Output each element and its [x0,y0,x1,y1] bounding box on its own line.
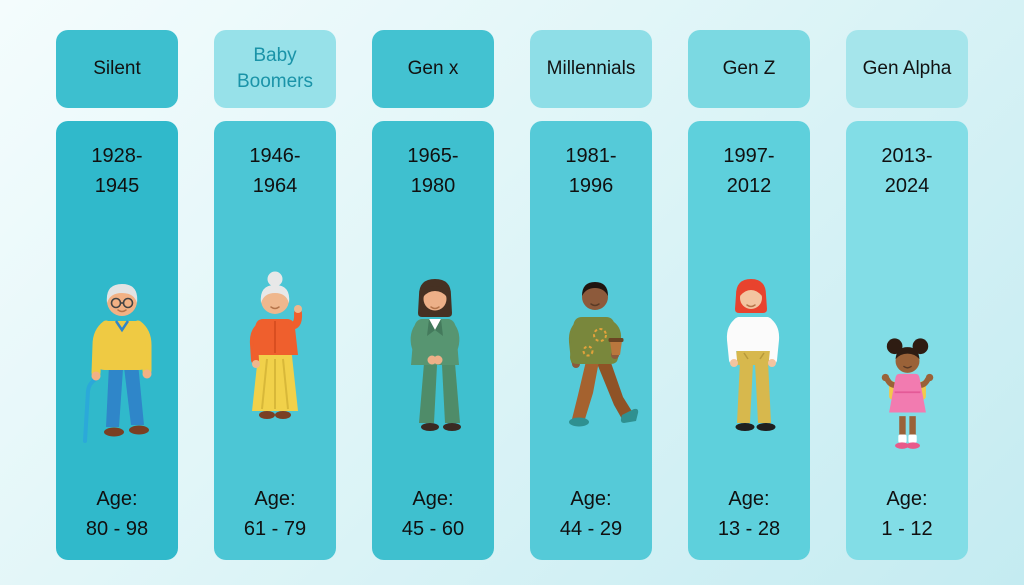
year-range-top: 1981- [565,145,617,167]
age-range: Age: 1 - 12 [881,484,932,544]
generation-name-card: Millennials [530,30,652,108]
column-silent: Silent 1928- 1945 [56,30,178,560]
young-girl-shrugging-illustration [852,201,962,474]
age-label: Age: [886,488,928,510]
generation-name: Gen x [407,58,459,80]
column-gen-alpha: Gen Alpha 2013- 2024 [846,30,968,560]
generation-detail-card: 1997- 2012 [688,121,810,560]
generation-detail-card: 1946- 1964 [214,121,336,560]
generation-detail-card: 1928- 1945 [56,121,178,560]
age-values: 1 - 12 [881,518,933,540]
column-millennials: Millennials 1981- 1996 [530,30,652,560]
woman-with-red-hair-illustration [694,201,804,474]
age-values: 61 - 79 [243,518,307,540]
year-range-top: 2013- [881,145,933,167]
generation-detail-card: 2013- 2024 [846,121,968,560]
generation-detail-card: 1981- 1996 [530,121,652,560]
generation-name: Gen Z [722,58,776,80]
age-range: Age: 45 - 60 [402,484,464,544]
year-range: 1928- 1945 [91,141,142,201]
year-range-bottom: 1945 [94,175,140,197]
age-range: Age: 13 - 28 [718,484,780,544]
generation-name-card: Baby Boomers [214,30,336,108]
generation-name-card: Silent [56,30,178,108]
year-range: 1965- 1980 [407,141,458,201]
column-gen-x: Gen x 1965- 1980 [372,30,494,560]
year-range-bottom: 1964 [252,175,298,197]
column-gen-z: Gen Z 1997- 2012 [688,30,810,560]
column-baby-boomers: Baby Boomers 1946- 1964 [214,30,336,560]
age-label: Age: [254,488,296,510]
year-range: 1981- 1996 [565,141,616,201]
age-values: 13 - 28 [717,518,781,540]
age-range: Age: 80 - 98 [86,484,148,544]
age-values: 45 - 60 [401,518,465,540]
elderly-man-with-cane-illustration [62,201,172,474]
age-values: 44 - 29 [559,518,623,540]
year-range-bottom: 1980 [410,175,456,197]
generation-name: Gen Alpha [862,58,952,80]
generation-name: Baby Boomers [236,45,314,92]
age-label: Age: [728,488,770,510]
year-range-top: 1997- [723,145,775,167]
year-range-bottom: 1996 [568,175,614,197]
year-range: 2013- 2024 [881,141,932,201]
age-range: Age: 44 - 29 [560,484,622,544]
age-label: Age: [570,488,612,510]
year-range-bottom: 2024 [884,175,930,197]
age-values: 80 - 98 [85,518,149,540]
man-walking-with-coffee-illustration [536,201,646,474]
year-range: 1946- 1964 [249,141,300,201]
age-label: Age: [96,488,138,510]
year-range-bottom: 2012 [726,175,772,197]
generation-name-card: Gen Alpha [846,30,968,108]
generation-name: Silent [93,58,141,80]
year-range: 1997- 2012 [723,141,774,201]
year-range-top: 1928- [91,145,143,167]
generation-name: Millennials [546,58,636,80]
elderly-woman-illustration [220,201,330,474]
woman-in-green-suit-illustration [378,201,488,474]
age-label: Age: [412,488,454,510]
year-range-top: 1965- [407,145,459,167]
generation-detail-card: 1965- 1980 [372,121,494,560]
age-range: Age: 61 - 79 [244,484,306,544]
generation-name-card: Gen Z [688,30,810,108]
year-range-top: 1946- [249,145,301,167]
generation-name-card: Gen x [372,30,494,108]
